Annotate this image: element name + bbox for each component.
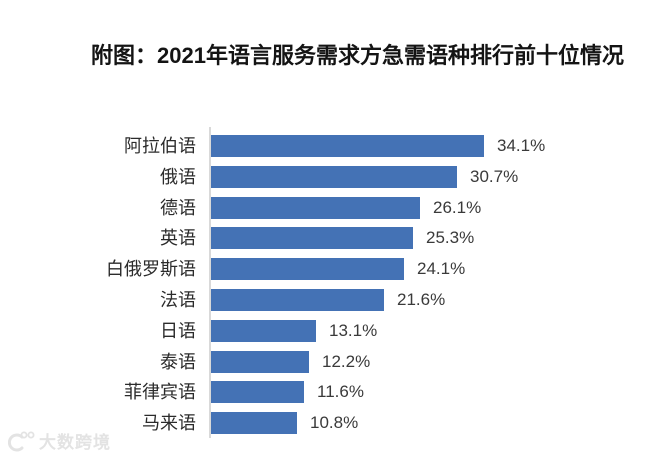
bar-row: 法语 21.6% xyxy=(0,289,662,311)
category-label: 泰语 xyxy=(160,352,196,372)
bar-row: 马来语 10.8% xyxy=(0,412,662,434)
bar xyxy=(211,197,420,219)
bar-row: 阿拉伯语 34.1% xyxy=(0,135,662,157)
bar-row: 英语 25.3% xyxy=(0,227,662,249)
bar-row: 俄语 30.7% xyxy=(0,166,662,188)
category-label: 白俄罗斯语 xyxy=(106,259,196,279)
category-label: 阿拉伯语 xyxy=(124,136,196,156)
bar xyxy=(211,166,457,188)
category-label: 马来语 xyxy=(142,413,196,433)
watermark-text: 大数跨境 xyxy=(39,433,111,452)
bar xyxy=(211,320,316,342)
value-label: 21.6% xyxy=(397,290,446,309)
value-label: 30.7% xyxy=(470,167,519,186)
watermark-logo-icon xyxy=(8,431,35,451)
value-label: 24.1% xyxy=(417,259,466,278)
value-label: 34.1% xyxy=(497,136,546,155)
bar-chart: 阿拉伯语 34.1% 俄语 30.7% 德语 26.1% 英语 25.3% 白俄… xyxy=(0,127,662,438)
bar xyxy=(211,258,404,280)
bar xyxy=(211,412,297,434)
bar-row: 泰语 12.2% xyxy=(0,351,662,373)
chart-title: 附图：2021年语言服务需求方急需语种排行前十位情况 xyxy=(91,43,624,68)
category-label: 英语 xyxy=(160,228,196,248)
y-axis-line xyxy=(209,127,211,438)
value-label: 13.1% xyxy=(329,321,378,340)
value-label: 26.1% xyxy=(433,198,482,217)
category-label: 日语 xyxy=(160,321,196,341)
value-label: 11.6% xyxy=(317,382,364,401)
bar xyxy=(211,351,309,373)
category-label: 俄语 xyxy=(160,167,196,187)
bar-row: 白俄罗斯语 24.1% xyxy=(0,258,662,280)
category-label: 德语 xyxy=(160,198,196,218)
bar-row: 菲律宾语 11.6% xyxy=(0,381,662,403)
bar-row: 德语 26.1% xyxy=(0,197,662,219)
bar-row: 日语 13.1% xyxy=(0,320,662,342)
bar xyxy=(211,135,484,157)
category-label: 菲律宾语 xyxy=(124,382,196,402)
value-label: 25.3% xyxy=(426,228,475,247)
bar xyxy=(211,381,304,403)
bar xyxy=(211,227,413,249)
category-label: 法语 xyxy=(160,290,196,310)
bar xyxy=(211,289,384,311)
value-label: 12.2% xyxy=(322,352,371,371)
watermark: 大数跨境 xyxy=(8,428,111,453)
value-label: 10.8% xyxy=(310,413,359,432)
